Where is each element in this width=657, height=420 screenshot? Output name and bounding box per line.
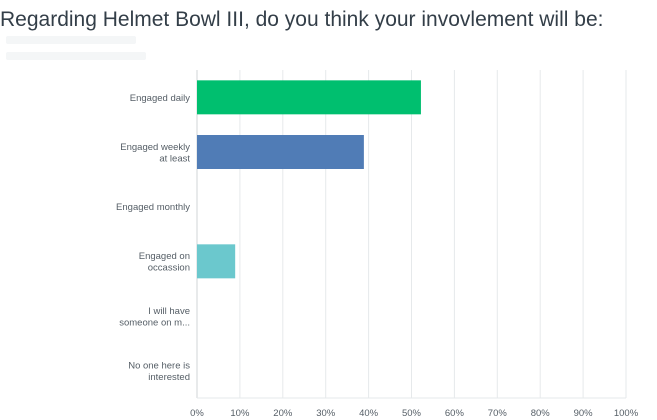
bar: [197, 80, 421, 115]
subtitle-placeholder: [6, 36, 136, 44]
x-tick-label: 20%: [273, 408, 293, 419]
x-tick-label: 90%: [574, 408, 594, 419]
bar: [197, 244, 236, 279]
subtitle-placeholder: [6, 52, 146, 60]
x-tick-label: 80%: [531, 408, 551, 419]
category-label: Engaged weekly at least: [120, 142, 190, 165]
category-label: I will have someone on m...: [119, 306, 190, 329]
x-tick-label: 60%: [445, 408, 465, 419]
category-label: Engaged daily: [130, 93, 190, 104]
category-label: Engaged on occassion: [139, 251, 190, 274]
category-label: No one here is interested: [128, 360, 190, 383]
x-tick-label: 50%: [402, 408, 422, 419]
category-label: Engaged monthly: [116, 202, 190, 213]
x-tick-label: 70%: [488, 408, 508, 419]
x-tick-label: 100%: [614, 408, 639, 419]
chart-title: Regarding Helmet Bowl III, do you think …: [0, 8, 604, 31]
x-tick-label: 10%: [230, 408, 250, 419]
x-tick-label: 30%: [316, 408, 336, 419]
x-tick-label: 0%: [190, 408, 204, 419]
bar: [197, 135, 364, 169]
x-tick-label: 40%: [359, 408, 379, 419]
